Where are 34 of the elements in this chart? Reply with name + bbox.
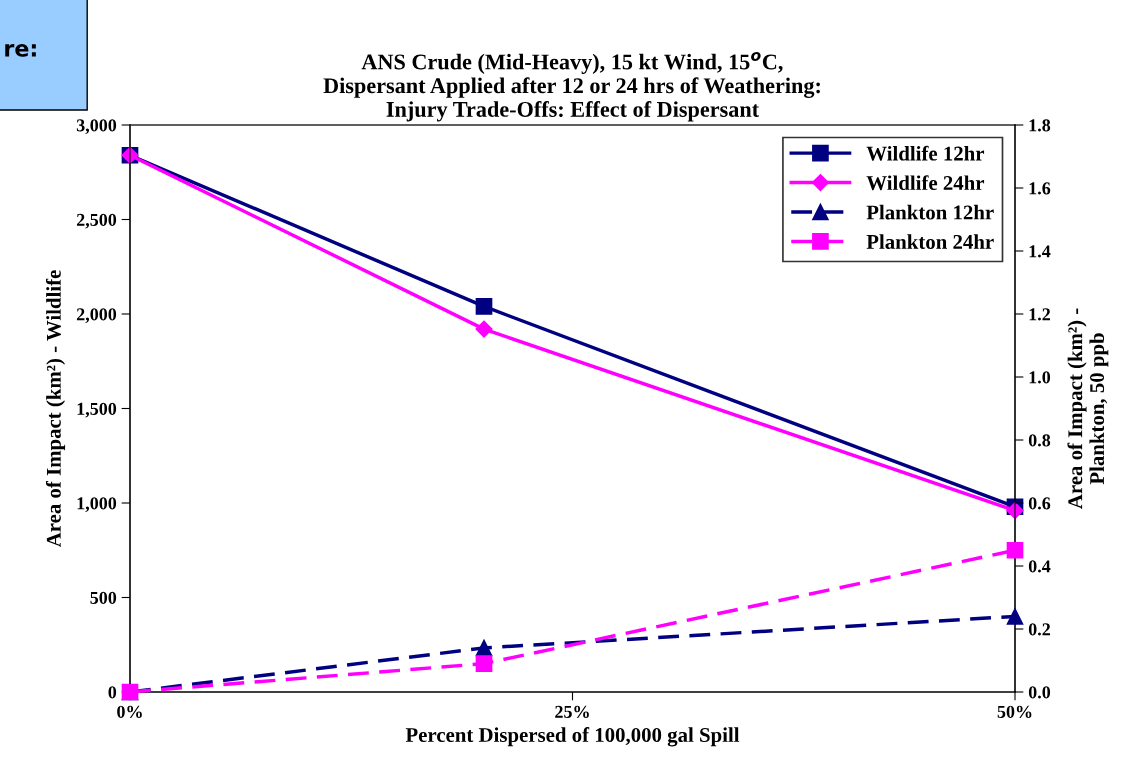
y2-tick-label: 0.0 [1028, 686, 1051, 699]
y-tick-label: 1,000 [77, 497, 117, 513]
point [475, 320, 493, 338]
y-tick-label: 0 [108, 686, 117, 699]
y2-tick-label: 1.0 [1029, 371, 1051, 384]
text: re: [5, 44, 36, 57]
x-axis-title: Percent Dispersed of 100,000 gal Spill [405, 727, 740, 747]
y-tick-label: 2,500 [76, 213, 117, 229]
y2-tick-label: 0.4 [1028, 560, 1051, 573]
y2-axis-title: Area of Impact (km²) - Plankton, 50 ppb [1067, 308, 1109, 510]
legend-label: Wildlife 12hr [866, 145, 985, 161]
y-tick-label: 500 [90, 591, 117, 604]
legend-label: Wildlife 24hr [866, 175, 985, 191]
x-tick-label: 0% [117, 705, 142, 718]
y2-tick-label: 0.8 [1028, 434, 1051, 447]
chart-title: ANS Crude (Mid-Heavy), 15 kt Wind, 15$^{o}$C, Dispersant Applied after 12 or 24 hrs of Weathering: Injury Trade-Offs: Effect of Dispersant [323, 51, 820, 122]
y2-tick-label: 1.8 [1029, 119, 1051, 132]
y2-tick-label: 1.2 [1029, 308, 1050, 321]
y2-tick-label: 1.6 [1029, 182, 1051, 195]
y-tick-label: 1,500 [77, 402, 117, 418]
point [475, 298, 493, 315]
x-tick-label: 50% [997, 705, 1032, 718]
y-tick-label: 3,000 [76, 119, 117, 135]
y-axis-title: Area of Impact (km²) - Wildlife [45, 270, 66, 548]
y2-tick-label: 1.4 [1029, 245, 1051, 258]
y-tick-label: 2,000 [76, 308, 117, 324]
legend-label: Plankton 12hr [866, 204, 994, 220]
y2-tick-label: 0.2 [1028, 623, 1050, 636]
point [475, 655, 493, 672]
y2-tick-label: 0.6 [1028, 497, 1051, 510]
x-tick-label: 25% [555, 705, 589, 718]
legend-label: Plankton 24hr [866, 234, 994, 249]
point [1006, 541, 1024, 559]
point [1006, 608, 1024, 625]
